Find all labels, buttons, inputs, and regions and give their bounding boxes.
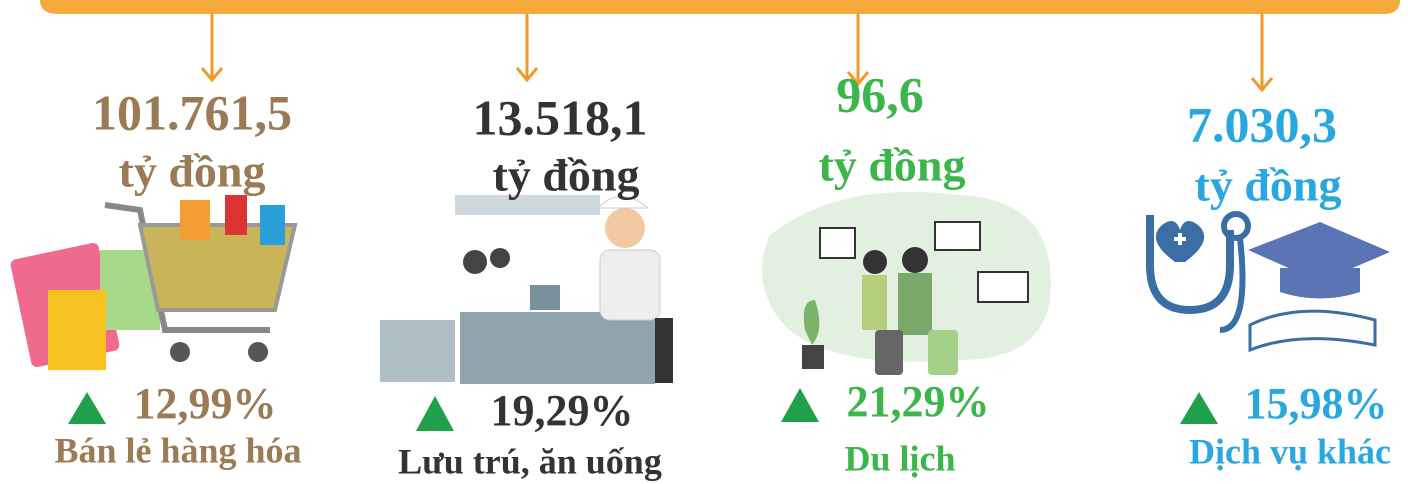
- item-accommodation: 13.518,1 tỷ đồng 19,29% Lưu trú, ăn uống: [398, 89, 662, 481]
- kitchen-icon: [380, 195, 673, 384]
- unit: tỷ đồng: [493, 150, 640, 201]
- label: Dịch vụ khác: [1189, 431, 1391, 471]
- item-tourism: 96,6 tỷ đồng 21,29% Du lịch: [781, 66, 990, 478]
- value: 13.518,1: [473, 89, 648, 145]
- unit: tỷ đồng: [819, 140, 966, 191]
- label: Lưu trú, ăn uống: [398, 441, 662, 481]
- item-other-services: 7.030,3 tỷ đồng 15,98% Dịch vụ khác: [1180, 96, 1391, 471]
- growth: 12,99%: [134, 379, 277, 428]
- unit: tỷ đồng: [119, 146, 266, 197]
- shopping-icon: [10, 195, 298, 370]
- value: 7.030,3: [1187, 96, 1337, 152]
- travel-icon: [762, 191, 1051, 375]
- top-bar: [40, 0, 1400, 14]
- label: Du lịch: [844, 438, 955, 478]
- item-retail: 101.761,5 tỷ đồng 12,99% Bán lẻ hàng hóa: [54, 84, 301, 470]
- arrows: [200, 14, 1274, 93]
- unit: tỷ đồng: [1195, 160, 1342, 211]
- services-icon: [1146, 211, 1390, 353]
- value: 101.761,5: [92, 84, 292, 140]
- growth: 19,29%: [491, 386, 634, 435]
- value: 96,6: [836, 66, 924, 122]
- label: Bán lẻ hàng hóa: [54, 430, 301, 470]
- growth: 21,29%: [847, 377, 990, 426]
- growth: 15,98%: [1245, 379, 1388, 428]
